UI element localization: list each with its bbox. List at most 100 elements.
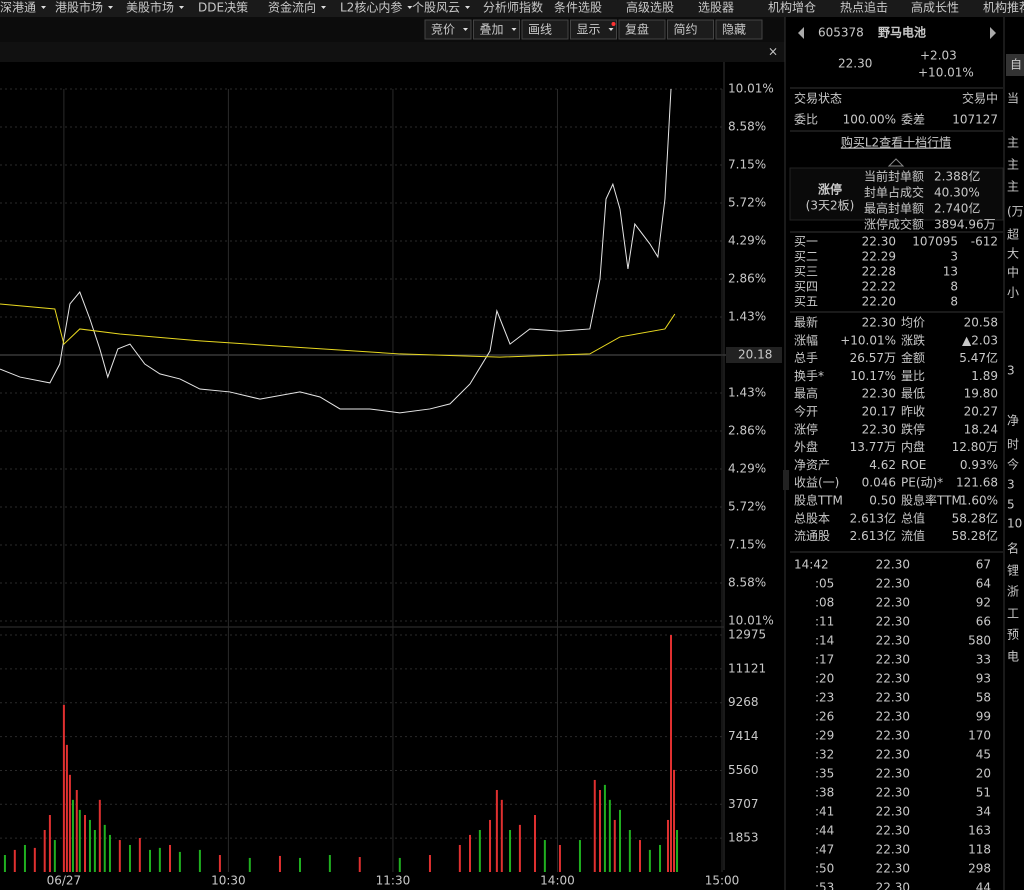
- stat-value: 20.58: [964, 316, 998, 330]
- expand-arrow[interactable]: [887, 158, 905, 167]
- stat-value: 58.28亿: [952, 528, 998, 543]
- side-button-bg[interactable]: [1006, 54, 1024, 76]
- toolbar-button[interactable]: [570, 19, 617, 40]
- y-tick-label: 1.43%: [728, 386, 766, 400]
- toolbar-label[interactable]: 竞价: [431, 23, 455, 37]
- volume-bar: [84, 815, 87, 872]
- toolbar-arrow: [511, 28, 517, 31]
- stat-label: 金额: [901, 350, 925, 365]
- toolbar-label[interactable]: 隐藏: [722, 23, 746, 37]
- volume-bar: [603, 784, 606, 872]
- side-fragment: 大: [1007, 247, 1019, 261]
- stat-label: 总股本: [794, 511, 830, 525]
- menu-item[interactable]: 高级选股: [626, 0, 674, 15]
- side-fragment: 主: [1007, 136, 1019, 150]
- toolbar-label[interactable]: 简约: [674, 22, 698, 37]
- side-fragment: 工: [1007, 607, 1019, 621]
- tick-time: :47: [815, 843, 834, 857]
- tick-price: 22.30: [876, 729, 910, 743]
- menu-item[interactable]: DDE决策: [198, 1, 248, 15]
- menu-item[interactable]: 资金流向: [268, 0, 316, 15]
- menu-item[interactable]: 机构增仓: [768, 0, 816, 15]
- toolbar-button[interactable]: [667, 19, 714, 40]
- volume-bar: [65, 744, 68, 872]
- menu-item[interactable]: 高成长性: [911, 0, 959, 15]
- volume-bar: [328, 855, 331, 872]
- menu-item[interactable]: L2核心内参: [340, 0, 402, 15]
- menu-bar: [0, 0, 1024, 17]
- next-arrow[interactable]: [990, 27, 996, 39]
- menu-item[interactable]: 港股市场: [55, 0, 103, 15]
- book-level: 买二: [794, 250, 818, 264]
- menu-item[interactable]: 机构推荐: [983, 0, 1024, 15]
- menu-item[interactable]: 个股风云: [412, 1, 460, 15]
- menu-item[interactable]: 分析师指数: [483, 0, 543, 15]
- stat-label: 内盘: [901, 439, 925, 454]
- toolbar-button[interactable]: [473, 19, 520, 40]
- toolbar-button[interactable]: [618, 19, 666, 40]
- side-fragment: 5: [1007, 498, 1015, 512]
- volume-bar: [218, 855, 221, 872]
- stat-label: 股息TTM: [794, 493, 843, 508]
- toolbar-label[interactable]: 画线: [528, 23, 552, 37]
- side-fragment: 超: [1007, 227, 1019, 242]
- toolbar-button[interactable]: [715, 19, 763, 40]
- close-button[interactable]: ×: [768, 45, 778, 59]
- volume-bar: [648, 849, 651, 872]
- panel-header: [0, 42, 785, 62]
- tick-volume: 163: [968, 824, 991, 838]
- prev-arrow[interactable]: [798, 27, 804, 39]
- side-fragment: 当: [1007, 92, 1019, 106]
- stat-label: 股息率TTM: [901, 493, 962, 508]
- side-button[interactable]: 自: [1010, 58, 1022, 72]
- toolbar-label[interactable]: 复盘: [625, 22, 649, 37]
- book-volume: 8: [950, 280, 958, 294]
- tick-time: :14: [815, 634, 834, 648]
- menu-item[interactable]: 选股器: [698, 1, 734, 15]
- stat-value: 2.613亿: [850, 510, 896, 525]
- toolbar-label[interactable]: 叠加: [480, 23, 504, 37]
- tick-time: :44: [815, 824, 834, 838]
- tick-price: 22.30: [876, 824, 910, 838]
- stat-value: 20.17: [862, 405, 896, 419]
- y-tick-label: 1853: [728, 831, 759, 845]
- limit-info-label: 最高封单额: [864, 201, 924, 216]
- book-volume: 107095: [912, 235, 958, 249]
- tick-time: :29: [815, 729, 834, 743]
- tick-price: 22.30: [876, 805, 910, 819]
- menu-item[interactable]: 深港通: [0, 1, 36, 15]
- y-tick-label: 2.86%: [728, 272, 766, 286]
- tick-price: 22.30: [876, 786, 910, 800]
- collapse-handle[interactable]: [783, 470, 789, 490]
- side-fragment: 主: [1007, 158, 1019, 172]
- tick-volume: 580: [968, 634, 991, 648]
- volume-bar: [169, 844, 172, 872]
- price: 22.30: [838, 57, 872, 71]
- tick-price: 22.30: [876, 653, 910, 667]
- l2-link[interactable]: 购买L2查看十档行情: [841, 135, 951, 150]
- y-tick-label: 3707: [728, 797, 759, 811]
- tick-price: 22.30: [876, 615, 910, 629]
- tick-time: :35: [815, 767, 834, 781]
- y-tick-label: 5.72%: [728, 500, 766, 514]
- toolbar-label[interactable]: 显示: [577, 23, 601, 37]
- volume-bar: [428, 855, 431, 872]
- menu-item[interactable]: 条件选股: [554, 1, 602, 15]
- menu-item[interactable]: 美股市场: [126, 0, 174, 15]
- stat-label: ROE: [901, 458, 926, 472]
- limit-info-value: 3894.96万: [934, 218, 996, 232]
- book-price: 22.28: [862, 265, 896, 279]
- toolbar-button[interactable]: [424, 19, 472, 40]
- tick-time: 14:42: [794, 558, 829, 572]
- toolbar-button[interactable]: [521, 19, 569, 40]
- menu-item[interactable]: 热点追击: [840, 0, 888, 15]
- tick-price: 22.30: [876, 558, 910, 572]
- tick-price: 22.30: [876, 691, 910, 705]
- stat-label: 涨跌: [901, 332, 925, 347]
- stat-label: 最新: [794, 315, 818, 330]
- volume-bar: [98, 799, 101, 872]
- volume-bar: [33, 847, 36, 872]
- y-tick-label: 11121: [728, 661, 766, 675]
- tick-volume: 64: [976, 577, 991, 591]
- change-pct: +10.01%: [918, 66, 974, 80]
